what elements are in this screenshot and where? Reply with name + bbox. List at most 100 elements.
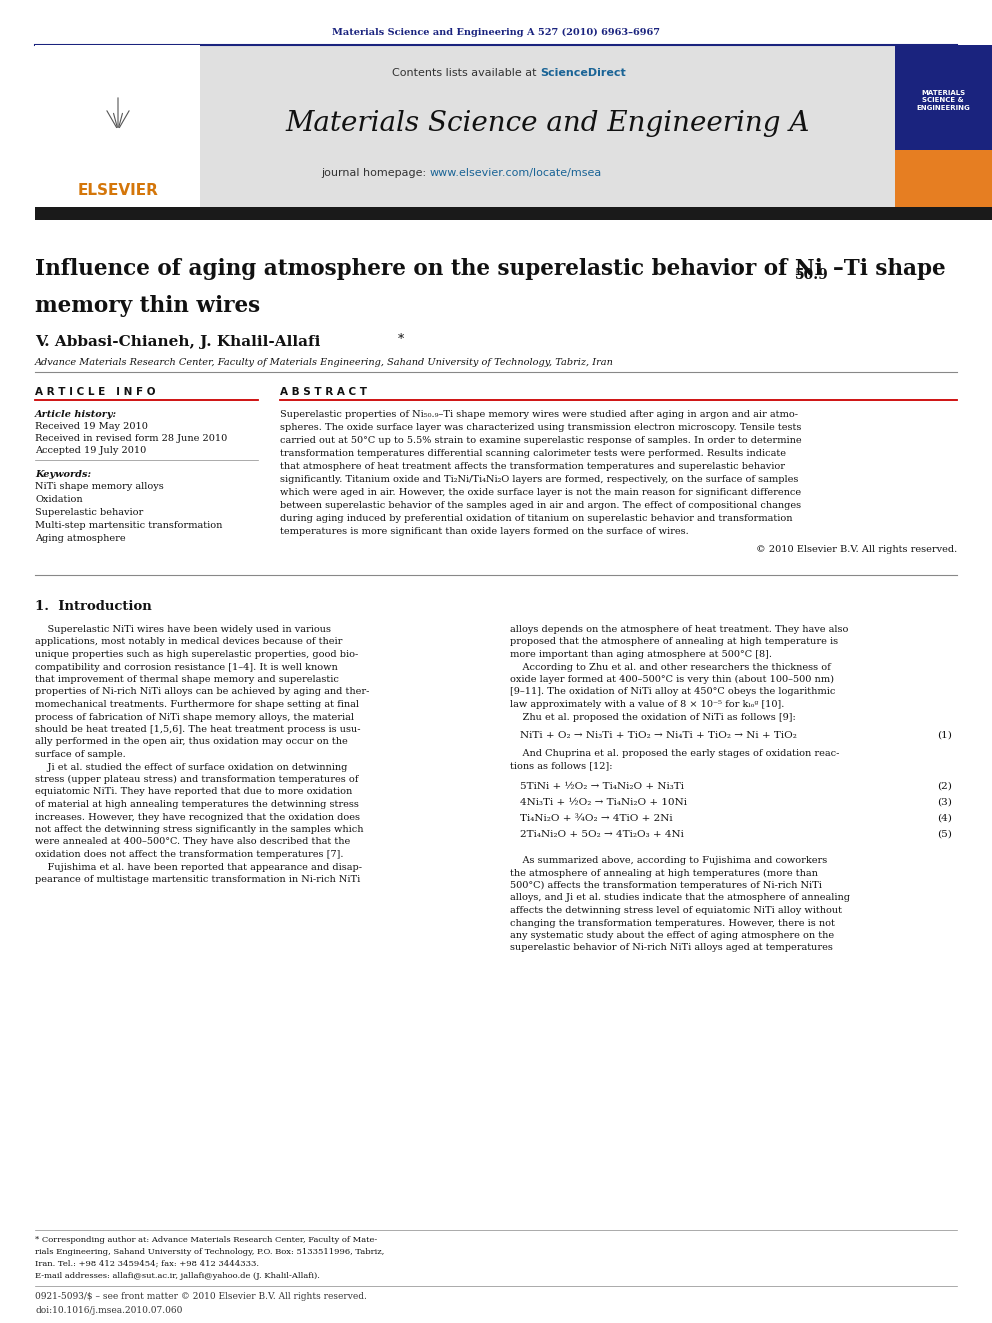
Text: According to Zhu et al. and other researchers the thickness of: According to Zhu et al. and other resear… xyxy=(510,663,830,672)
Text: 500°C) affects the transformation temperatures of Ni-rich NiTi: 500°C) affects the transformation temper… xyxy=(510,881,822,890)
Text: Accepted 19 July 2010: Accepted 19 July 2010 xyxy=(35,446,146,455)
Text: of material at high annealing temperatures the detwinning stress: of material at high annealing temperatur… xyxy=(35,800,359,808)
Text: oxide layer formed at 400–500°C is very thin (about 100–500 nm): oxide layer formed at 400–500°C is very … xyxy=(510,675,834,684)
Text: E-mail addresses: allafi@sut.ac.ir, jallafi@yahoo.de (J. Khalil-Allafi).: E-mail addresses: allafi@sut.ac.ir, jall… xyxy=(35,1271,319,1279)
Text: oxidation does not affect the transformation temperatures [7].: oxidation does not affect the transforma… xyxy=(35,849,343,859)
Text: And Chuprina et al. proposed the early stages of oxidation reac-: And Chuprina et al. proposed the early s… xyxy=(510,749,839,758)
Text: significantly. Titanium oxide and Ti₂Ni/Ti₄Ni₂O layers are formed, respectively,: significantly. Titanium oxide and Ti₂Ni/… xyxy=(280,475,799,484)
Text: spheres. The oxide surface layer was characterized using transmission electron m: spheres. The oxide surface layer was cha… xyxy=(280,423,802,433)
Text: tions as follows [12]:: tions as follows [12]: xyxy=(510,762,612,770)
Text: ScienceDirect: ScienceDirect xyxy=(540,67,626,78)
Text: A R T I C L E   I N F O: A R T I C L E I N F O xyxy=(35,388,156,397)
Text: more important than aging atmosphere at 500°C [8].: more important than aging atmosphere at … xyxy=(510,650,772,659)
Text: NiTi shape memory alloys: NiTi shape memory alloys xyxy=(35,482,164,491)
Text: compatibility and corrosion resistance [1–4]. It is well known: compatibility and corrosion resistance [… xyxy=(35,663,337,672)
Text: 50.9: 50.9 xyxy=(795,269,828,282)
Text: Received in revised form 28 June 2010: Received in revised form 28 June 2010 xyxy=(35,434,227,443)
Text: www.elsevier.com/locate/msea: www.elsevier.com/locate/msea xyxy=(430,168,602,179)
Text: ally performed in the open air, thus oxidation may occur on the: ally performed in the open air, thus oxi… xyxy=(35,737,348,746)
Text: Iran. Tel.: +98 412 3459454; fax: +98 412 3444333.: Iran. Tel.: +98 412 3459454; fax: +98 41… xyxy=(35,1259,259,1267)
Text: Materials Science and Engineering A 527 (2010) 6963–6967: Materials Science and Engineering A 527 … xyxy=(332,28,660,37)
Text: that atmosphere of heat treatment affects the transformation temperatures and su: that atmosphere of heat treatment affect… xyxy=(280,462,785,471)
Text: surface of sample.: surface of sample. xyxy=(35,750,126,759)
Bar xyxy=(35,45,200,210)
Text: [9–11]. The oxidation of NiTi alloy at 450°C obeys the logarithmic: [9–11]. The oxidation of NiTi alloy at 4… xyxy=(510,688,835,696)
Text: Superelastic NiTi wires have been widely used in various: Superelastic NiTi wires have been widely… xyxy=(35,624,331,634)
Text: properties of Ni-rich NiTi alloys can be achieved by aging and ther-: properties of Ni-rich NiTi alloys can be… xyxy=(35,688,369,696)
Text: Superelastic properties of Ni₅₀.₉–Ti shape memory wires were studied after aging: Superelastic properties of Ni₅₀.₉–Ti sha… xyxy=(280,410,798,419)
Text: unique properties such as high superelastic properties, good bio-: unique properties such as high superelas… xyxy=(35,650,358,659)
Text: rials Engineering, Sahand University of Technology, P.O. Box: 5133511996, Tabriz: rials Engineering, Sahand University of … xyxy=(35,1248,384,1256)
Text: doi:10.1016/j.msea.2010.07.060: doi:10.1016/j.msea.2010.07.060 xyxy=(35,1306,183,1315)
Text: between superelastic behavior of the samples aged in air and argon. The effect o: between superelastic behavior of the sam… xyxy=(280,501,802,509)
Text: alloys depends on the atmosphere of heat treatment. They have also: alloys depends on the atmosphere of heat… xyxy=(510,624,848,634)
Text: momechanical treatments. Furthermore for shape setting at final: momechanical treatments. Furthermore for… xyxy=(35,700,359,709)
Text: * Corresponding author at: Advance Materials Research Center, Faculty of Mate-: * Corresponding author at: Advance Mater… xyxy=(35,1236,377,1244)
Bar xyxy=(895,149,992,210)
Text: the atmosphere of annealing at high temperatures (more than: the atmosphere of annealing at high temp… xyxy=(510,868,817,877)
Bar xyxy=(895,45,992,210)
Text: temperatures is more significant than oxide layers formed on the surface of wire: temperatures is more significant than ox… xyxy=(280,527,688,536)
Text: NiTi + O₂ → Ni₃Ti + TiO₂ → Ni₄Ti + TiO₂ → Ni + TiO₂: NiTi + O₂ → Ni₃Ti + TiO₂ → Ni₄Ti + TiO₂ … xyxy=(520,732,797,740)
Text: alloys, and Ji et al. studies indicate that the atmosphere of annealing: alloys, and Ji et al. studies indicate t… xyxy=(510,893,850,902)
Text: affects the detwinning stress level of equiatomic NiTi alloy without: affects the detwinning stress level of e… xyxy=(510,906,842,916)
Text: Article history:: Article history: xyxy=(35,410,117,419)
Text: Zhu et al. proposed the oxidation of NiTi as follows [9]:: Zhu et al. proposed the oxidation of NiT… xyxy=(510,713,796,721)
Text: 2Ti₄Ni₂O + 5O₂ → 4Ti₂O₃ + 4Ni: 2Ti₄Ni₂O + 5O₂ → 4Ti₂O₃ + 4Ni xyxy=(520,830,683,839)
Text: that improvement of thermal shape memory and superelastic: that improvement of thermal shape memory… xyxy=(35,675,339,684)
Text: 1.  Introduction: 1. Introduction xyxy=(35,601,152,613)
Text: proposed that the atmosphere of annealing at high temperature is: proposed that the atmosphere of annealin… xyxy=(510,638,838,647)
Text: were annealed at 400–500°C. They have also described that the: were annealed at 400–500°C. They have al… xyxy=(35,837,350,847)
Text: V. Abbasi-Chianeh, J. Khalil-Allafi: V. Abbasi-Chianeh, J. Khalil-Allafi xyxy=(35,335,320,349)
Text: equiatomic NiTi. They have reported that due to more oxidation: equiatomic NiTi. They have reported that… xyxy=(35,787,352,796)
Text: 5TiNi + ½O₂ → Ti₄Ni₂O + Ni₃Ti: 5TiNi + ½O₂ → Ti₄Ni₂O + Ni₃Ti xyxy=(520,782,684,791)
Text: Superelastic behavior: Superelastic behavior xyxy=(35,508,143,517)
Text: As summarized above, according to Fujishima and coworkers: As summarized above, according to Fujish… xyxy=(510,856,827,865)
Text: pearance of multistage martensitic transformation in Ni-rich NiTi: pearance of multistage martensitic trans… xyxy=(35,875,360,884)
Text: during aging induced by preferential oxidation of titanium on superelastic behav: during aging induced by preferential oxi… xyxy=(280,515,793,523)
Text: should be heat treated [1,5,6]. The heat treatment process is usu-: should be heat treated [1,5,6]. The heat… xyxy=(35,725,360,734)
Text: stress (upper plateau stress) and transformation temperatures of: stress (upper plateau stress) and transf… xyxy=(35,775,358,785)
Text: changing the transformation temperatures. However, there is not: changing the transformation temperatures… xyxy=(510,918,835,927)
Text: Multi-step martensitic transformation: Multi-step martensitic transformation xyxy=(35,521,222,531)
Text: Received 19 May 2010: Received 19 May 2010 xyxy=(35,422,148,431)
Text: (4): (4) xyxy=(937,814,952,823)
Text: Fujishima et al. have been reported that appearance and disap-: Fujishima et al. have been reported that… xyxy=(35,863,362,872)
Text: Aging atmosphere: Aging atmosphere xyxy=(35,534,126,542)
Text: process of fabrication of NiTi shape memory alloys, the material: process of fabrication of NiTi shape mem… xyxy=(35,713,354,721)
Text: not affect the detwinning stress significantly in the samples which: not affect the detwinning stress signifi… xyxy=(35,826,363,833)
Text: ELSEVIER: ELSEVIER xyxy=(77,183,159,198)
Text: transformation temperatures differential scanning calorimeter tests were perform: transformation temperatures differential… xyxy=(280,448,786,458)
Text: carried out at 50°C up to 5.5% strain to examine superelastic response of sample: carried out at 50°C up to 5.5% strain to… xyxy=(280,437,802,445)
Text: increases. However, they have recognized that the oxidation does: increases. However, they have recognized… xyxy=(35,812,360,822)
Text: © 2010 Elsevier B.V. All rights reserved.: © 2010 Elsevier B.V. All rights reserved… xyxy=(756,545,957,554)
Text: Ti₄Ni₂O + ¾O₂ → 4TiO + 2Ni: Ti₄Ni₂O + ¾O₂ → 4TiO + 2Ni xyxy=(520,814,673,823)
Text: Ji et al. studied the effect of surface oxidation on detwinning: Ji et al. studied the effect of surface … xyxy=(35,762,347,771)
Text: –Ti shape: –Ti shape xyxy=(833,258,945,280)
Text: Materials Science and Engineering A: Materials Science and Engineering A xyxy=(286,110,810,138)
Text: (5): (5) xyxy=(937,830,952,839)
Text: law approximately with a value of 8 × 10⁻⁵ for kₗₒᵍ [10].: law approximately with a value of 8 × 10… xyxy=(510,700,785,709)
Text: applications, most notably in medical devices because of their: applications, most notably in medical de… xyxy=(35,638,342,647)
Text: 0921-5093/$ – see front matter © 2010 Elsevier B.V. All rights reserved.: 0921-5093/$ – see front matter © 2010 El… xyxy=(35,1293,367,1301)
Text: which were aged in air. However, the oxide surface layer is not the main reason : which were aged in air. However, the oxi… xyxy=(280,488,802,497)
Text: 4Ni₃Ti + ½O₂ → Ti₄Ni₂O + 10Ni: 4Ni₃Ti + ½O₂ → Ti₄Ni₂O + 10Ni xyxy=(520,798,687,807)
Bar xyxy=(35,206,992,220)
Text: Keywords:: Keywords: xyxy=(35,470,91,479)
Text: *: * xyxy=(398,333,405,347)
Text: Contents lists available at: Contents lists available at xyxy=(392,67,540,78)
Text: superelastic behavior of Ni-rich NiTi alloys aged at temperatures: superelastic behavior of Ni-rich NiTi al… xyxy=(510,943,833,953)
Text: (1): (1) xyxy=(937,732,952,740)
Text: MATERIALS
SCIENCE &
ENGINEERING: MATERIALS SCIENCE & ENGINEERING xyxy=(917,90,970,111)
Text: Influence of aging atmosphere on the superelastic behavior of Ni: Influence of aging atmosphere on the sup… xyxy=(35,258,822,280)
Bar xyxy=(895,45,992,149)
Text: (2): (2) xyxy=(937,782,952,791)
Text: Oxidation: Oxidation xyxy=(35,495,82,504)
Text: any systematic study about the effect of aging atmosphere on the: any systematic study about the effect of… xyxy=(510,931,834,941)
Text: memory thin wires: memory thin wires xyxy=(35,295,260,318)
Bar xyxy=(200,45,895,210)
Text: A B S T R A C T: A B S T R A C T xyxy=(280,388,367,397)
Text: (3): (3) xyxy=(937,798,952,807)
Text: Advance Materials Research Center, Faculty of Materials Engineering, Sahand Univ: Advance Materials Research Center, Facul… xyxy=(35,359,614,366)
Text: journal homepage:: journal homepage: xyxy=(321,168,430,179)
